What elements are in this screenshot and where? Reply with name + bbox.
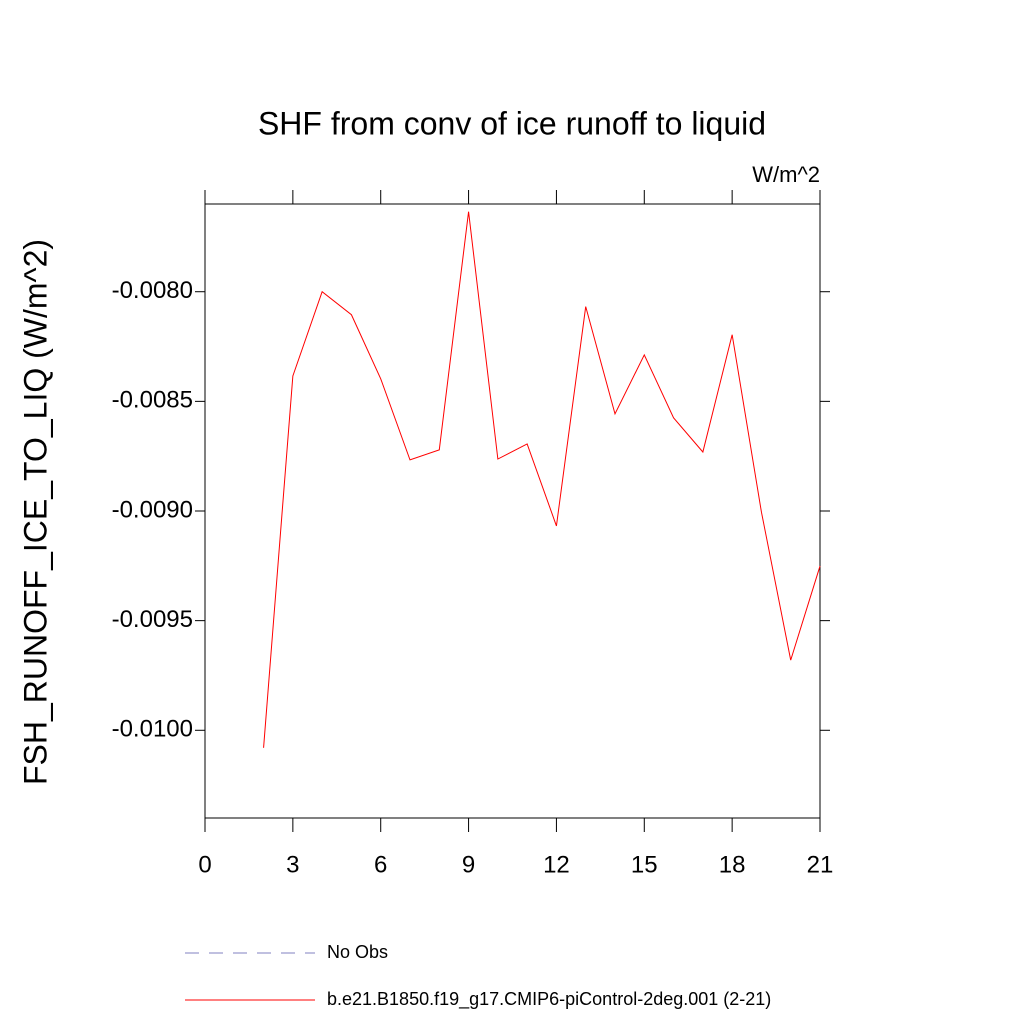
x-tick-label: 21 xyxy=(807,851,834,878)
legend-label: No Obs xyxy=(327,942,388,962)
y-tick-label: -0.0080 xyxy=(112,277,193,304)
x-tick-label: 0 xyxy=(198,851,211,878)
x-tick-label: 18 xyxy=(719,851,746,878)
y-tick-label: -0.0090 xyxy=(112,496,193,523)
y-tick-label: -0.0100 xyxy=(112,716,193,743)
x-tick-label: 12 xyxy=(543,851,570,878)
x-tick-label: 15 xyxy=(631,851,658,878)
x-tick-label: 3 xyxy=(286,851,299,878)
x-tick-label: 9 xyxy=(462,851,475,878)
data-line xyxy=(263,211,821,748)
units-label: W/m^2 xyxy=(752,162,820,187)
legend-label: b.e21.B1850.f19_g17.CMIP6-piControl-2deg… xyxy=(327,989,771,1010)
x-tick-label: 6 xyxy=(374,851,387,878)
y-axis-label: FSH_RUNOFF_ICE_TO_LIQ (W/m^2) xyxy=(17,239,53,785)
y-tick-label: -0.0085 xyxy=(112,387,193,414)
plot-frame xyxy=(204,203,821,819)
chart-title: SHF from conv of ice runoff to liquid xyxy=(258,105,766,141)
y-tick-label: -0.0095 xyxy=(112,606,193,633)
